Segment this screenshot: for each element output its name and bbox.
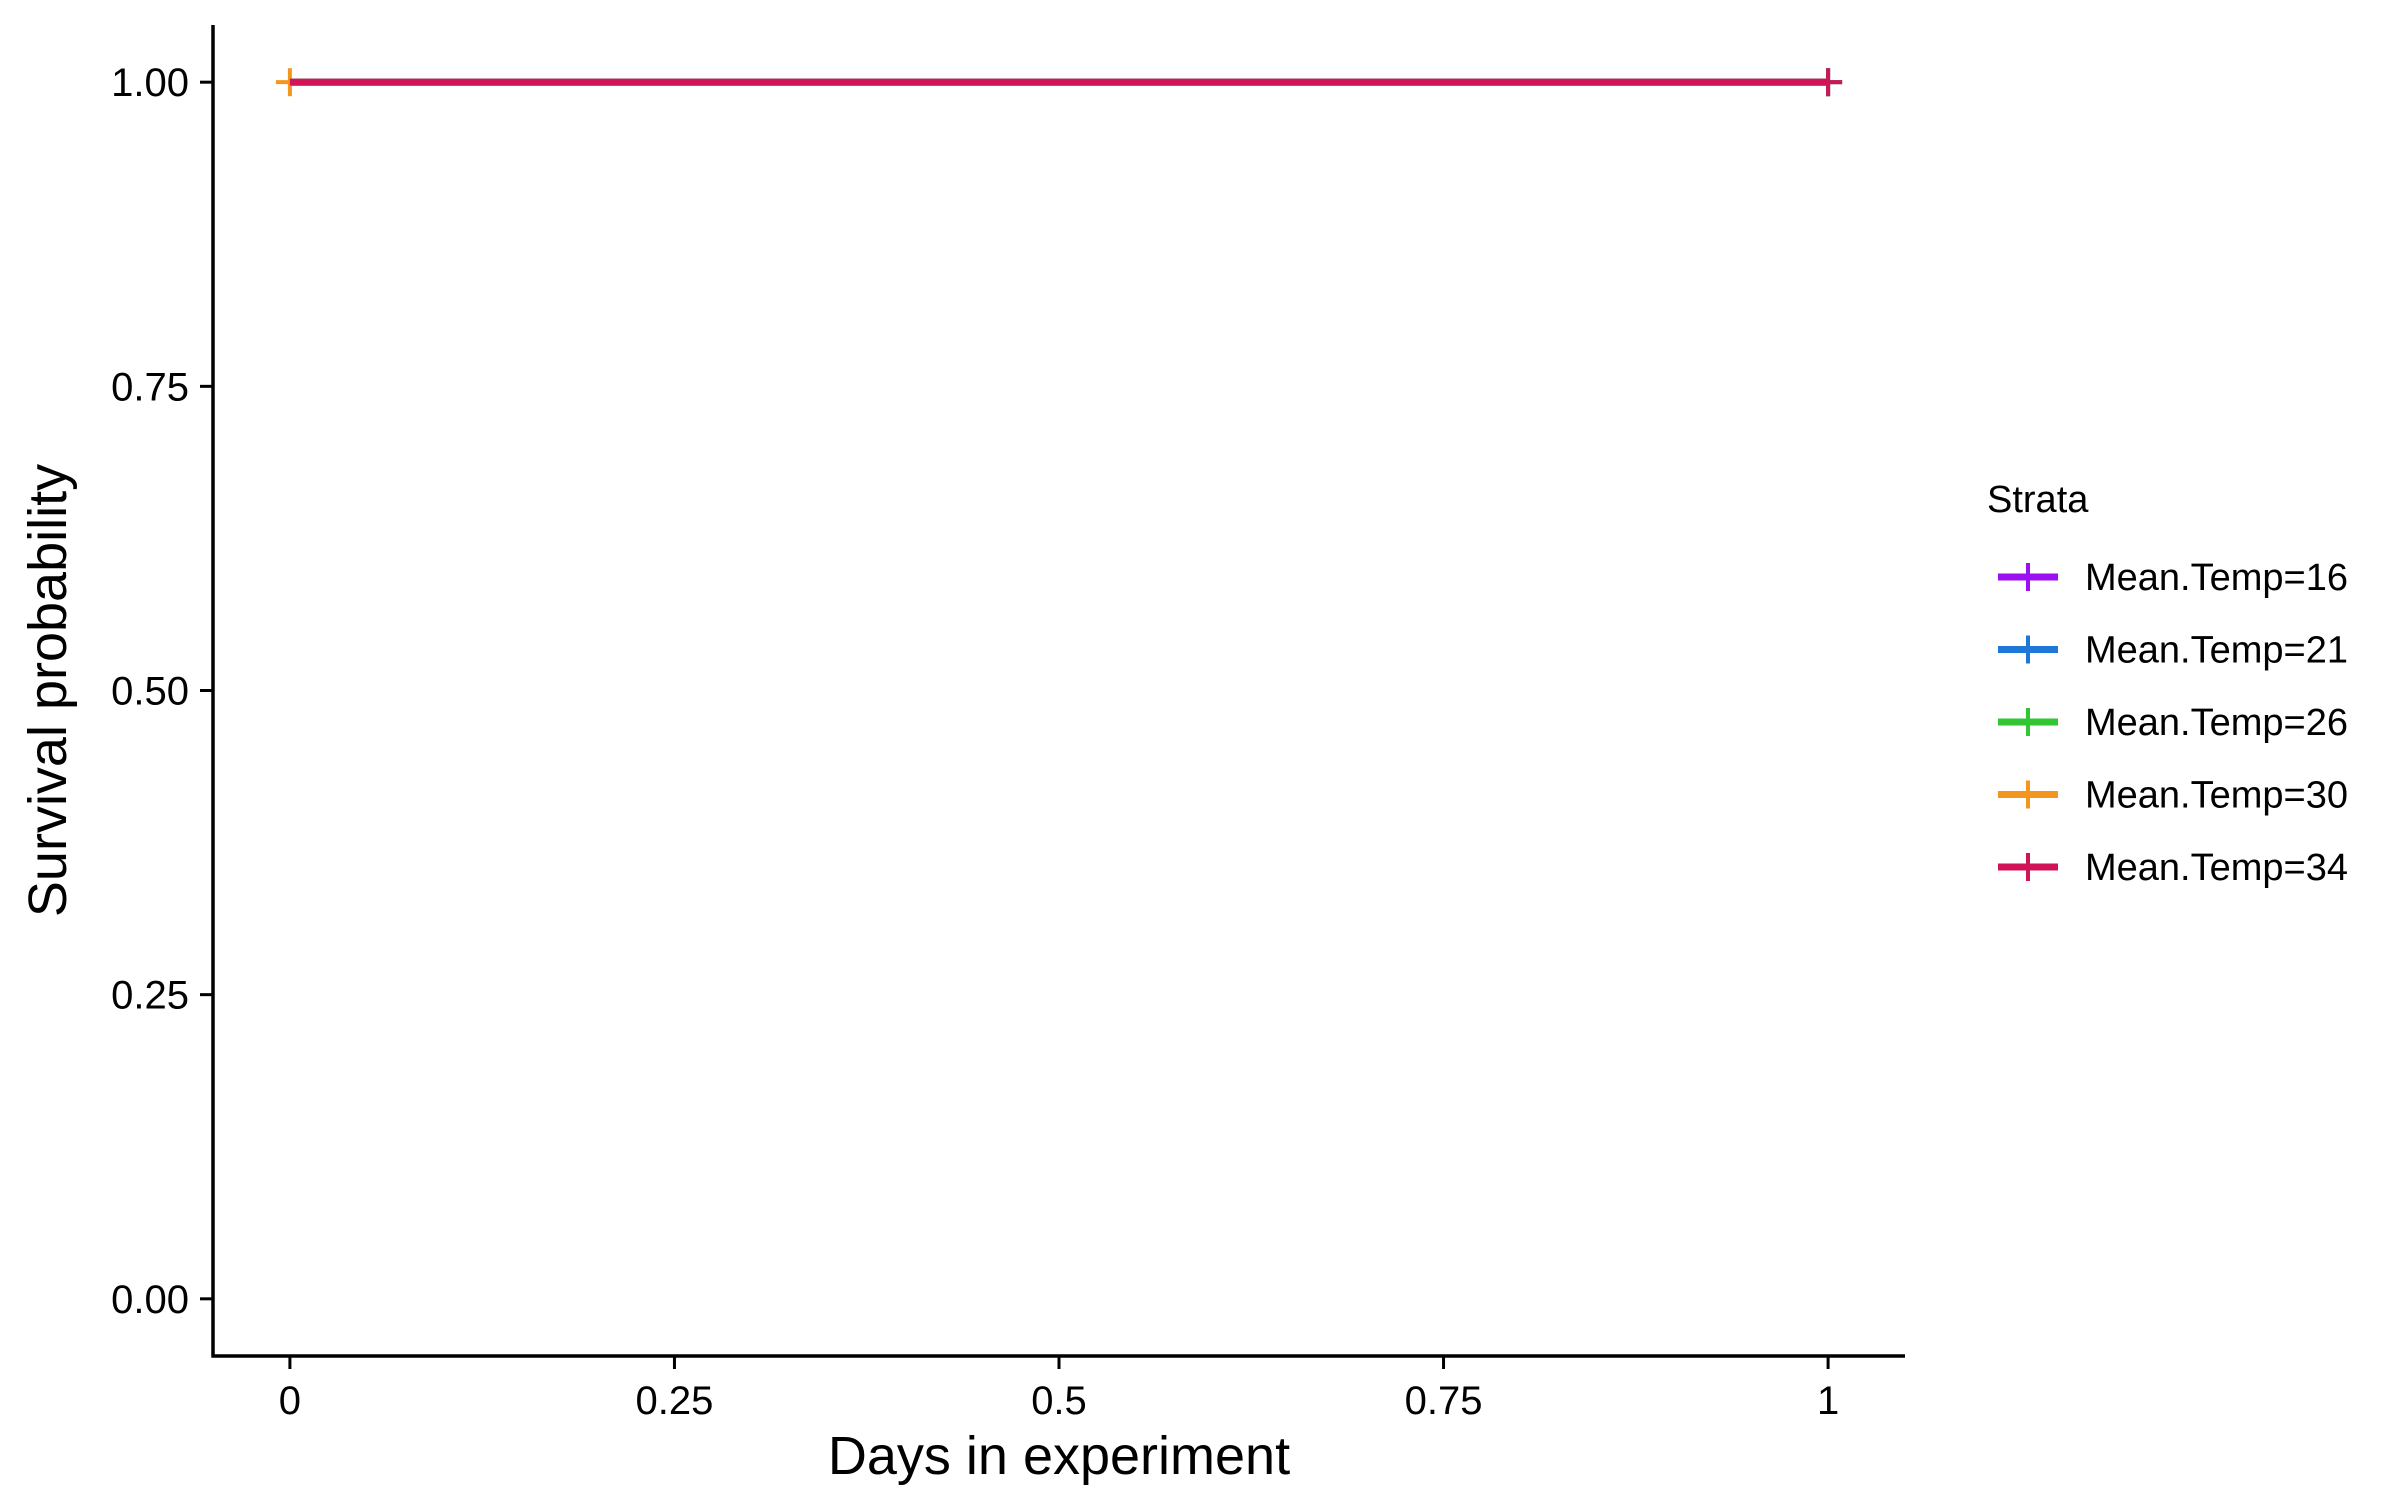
y-tick-label: 1.00 (111, 61, 189, 105)
x-axis-title: Days in experiment (828, 1426, 1290, 1486)
legend-label: Mean.Temp=34 (2085, 847, 2348, 889)
legend-label: Mean.Temp=26 (2085, 702, 2348, 744)
plot-area (275, 68, 1843, 97)
y-tick-label: 0.75 (111, 365, 189, 409)
censor-mark (1814, 68, 1843, 97)
x-tick-label: 0 (279, 1379, 301, 1423)
y-axis-title: Survival probability (18, 464, 78, 917)
legend: Strata Mean.Temp=16 Mean.Temp=21 Mean.Temp… (1987, 479, 2348, 889)
legend-item: Mean.Temp=26 (1998, 702, 2348, 744)
legend-label: Mean.Temp=30 (2085, 775, 2348, 817)
legend-label: Mean.Temp=16 (2085, 557, 2348, 599)
legend-item: Mean.Temp=16 (1998, 557, 2348, 599)
y-tick-label: 0.25 (111, 974, 189, 1018)
y-tick-label: 0.00 (111, 1278, 189, 1322)
x-tick-label: 0.25 (636, 1379, 714, 1423)
legend-item: Mean.Temp=21 (1998, 630, 2348, 672)
axes: 0.00 0.25 0.50 0.75 1.00 0 0.25 0.5 0.75 1 (111, 25, 1905, 1423)
series-Mean.Temp=34 (289, 68, 1843, 97)
legend-item: Mean.Temp=34 (1998, 847, 2348, 889)
legend-item: Mean.Temp=30 (1998, 775, 2348, 817)
x-tick-label: 0.75 (1405, 1379, 1483, 1423)
legend-label: Mean.Temp=21 (2085, 630, 2348, 672)
y-tick-label: 0.50 (111, 670, 189, 714)
x-tick-label: 1 (1817, 1379, 1839, 1423)
legend-title: Strata (1987, 479, 2089, 521)
x-tick-label: 0.5 (1031, 1379, 1087, 1423)
